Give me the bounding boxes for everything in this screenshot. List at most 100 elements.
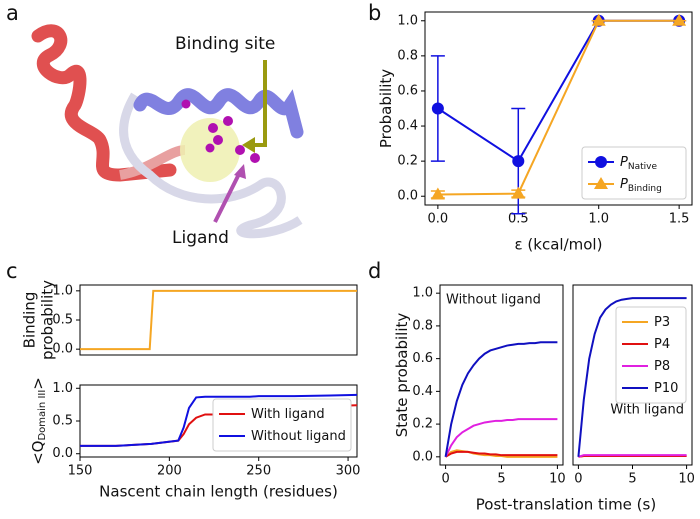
- marker: [512, 155, 525, 168]
- marker: [591, 13, 606, 26]
- arrowhead: [242, 137, 255, 153]
- x-tick-label: 0.0: [428, 212, 449, 227]
- marker: [511, 186, 526, 199]
- y-axis-label: <QDomain III>: [29, 377, 49, 465]
- marker: [672, 13, 687, 26]
- y-tick-label: 0.8: [412, 318, 433, 333]
- white-strand: [119, 92, 303, 239]
- x-tick-label: 250: [246, 464, 271, 479]
- y-tick-label: 1.0: [412, 286, 433, 301]
- series-line: [80, 289, 357, 351]
- x-tick-label: 0: [441, 472, 449, 487]
- marker: [430, 187, 445, 200]
- structure-illustration: [31, 24, 304, 239]
- x-axis-label: ε (kcal/mol): [515, 236, 603, 254]
- plot-frame: [424, 11, 693, 206]
- series-line: [444, 418, 558, 458]
- panel-label: b: [368, 1, 381, 25]
- y-tick-label: 1.0: [52, 381, 73, 396]
- legend-name: P4: [654, 337, 670, 352]
- y-tick-label: 0.0: [412, 449, 433, 464]
- y-tick-label: 0.4: [397, 119, 418, 134]
- ligand-arrow: [213, 171, 242, 223]
- series-line: [437, 19, 680, 163]
- legend-marker: [595, 156, 607, 168]
- blue-helix: [133, 88, 304, 139]
- x-tick-label: 150: [68, 464, 93, 479]
- series-line: [437, 19, 680, 196]
- series-line: [80, 393, 358, 447]
- x-tick-label: 0: [574, 472, 582, 487]
- y-axis-label: State probability: [393, 313, 411, 438]
- y-axis-label: Binding: [21, 292, 39, 349]
- y-axis-label: probability: [39, 280, 57, 360]
- label-part: State probability: [393, 313, 411, 438]
- legend-subscript: Binding: [628, 184, 662, 194]
- y-tick-label: 0.0: [397, 189, 418, 204]
- legend-name: P3: [654, 315, 670, 330]
- arrowhead: [234, 164, 246, 179]
- red-helix: [31, 24, 177, 182]
- y-tick-label: 0.5: [52, 313, 73, 328]
- x-tick-label: 10: [549, 472, 566, 487]
- annotation: Ligand: [172, 228, 229, 248]
- series-line: [444, 341, 558, 457]
- legend-label: P10: [654, 381, 678, 396]
- x-tick-label: 1.0: [588, 212, 609, 227]
- legend-label: PBinding: [620, 177, 662, 194]
- x-tick-label: 5: [628, 472, 636, 487]
- x-tick-label: 200: [157, 464, 182, 479]
- annotation: With ligand: [610, 403, 684, 418]
- x-tick-label: 0.5: [508, 212, 529, 227]
- legend-label: P3: [654, 315, 670, 330]
- series-line: [445, 450, 558, 458]
- legend-label: P8: [654, 359, 670, 374]
- legend-label: P4: [654, 337, 670, 352]
- plot-frame: [79, 284, 358, 356]
- ligand-atoms: [181, 99, 260, 163]
- series-line: [577, 297, 687, 457]
- x-tick-label: 1.5: [669, 212, 690, 227]
- x-axis-label: Nascent chain length (residues): [99, 483, 338, 501]
- annotation: Binding site: [175, 34, 275, 54]
- y-tick-label: 0.4: [412, 384, 433, 399]
- label-part: <Q: [29, 441, 47, 465]
- label-subscript: Domain III: [37, 390, 48, 441]
- plot-frame: [439, 284, 564, 466]
- legend-box: [581, 146, 687, 200]
- legend-label: With ligand: [251, 407, 325, 422]
- legend-label: Without ligand: [251, 429, 346, 444]
- legend-name: P8: [654, 359, 670, 374]
- legend-box: [615, 306, 687, 404]
- panel-label: c: [6, 259, 18, 283]
- marker: [431, 102, 444, 115]
- label-part: Probability: [377, 69, 395, 148]
- y-tick-label: 1.0: [397, 13, 418, 28]
- y-tick-label: 0.2: [412, 417, 433, 432]
- legend-label: PNative: [620, 155, 657, 172]
- y-tick-label: 0.0: [52, 446, 73, 461]
- x-tick-label: 300: [336, 464, 361, 479]
- series-line: [578, 454, 687, 458]
- legend-name: P: [620, 177, 628, 192]
- y-tick-label: 0.6: [397, 83, 418, 98]
- legend-name: P: [620, 155, 628, 170]
- legend-box: [212, 398, 352, 452]
- x-tick-label: 10: [678, 472, 695, 487]
- x-axis-label: Post-translation time (s): [476, 496, 656, 514]
- x-tick-label: 5: [497, 472, 505, 487]
- y-axis-label: Probability: [377, 69, 395, 148]
- legend-name: Without ligand: [251, 429, 346, 444]
- legend-name: P10: [654, 381, 678, 396]
- y-tick-label: 0.6: [412, 351, 433, 366]
- label-part: >: [29, 377, 47, 390]
- legend-marker: [594, 177, 608, 189]
- y-tick-label: 0.5: [52, 414, 73, 429]
- y-tick-label: 0.2: [397, 154, 418, 169]
- legend-name: With ligand: [251, 407, 325, 422]
- panel-label: d: [368, 259, 381, 283]
- y-tick-label: 0.0: [52, 342, 73, 357]
- annotation: Without ligand: [446, 293, 541, 308]
- panel-label: a: [6, 1, 19, 25]
